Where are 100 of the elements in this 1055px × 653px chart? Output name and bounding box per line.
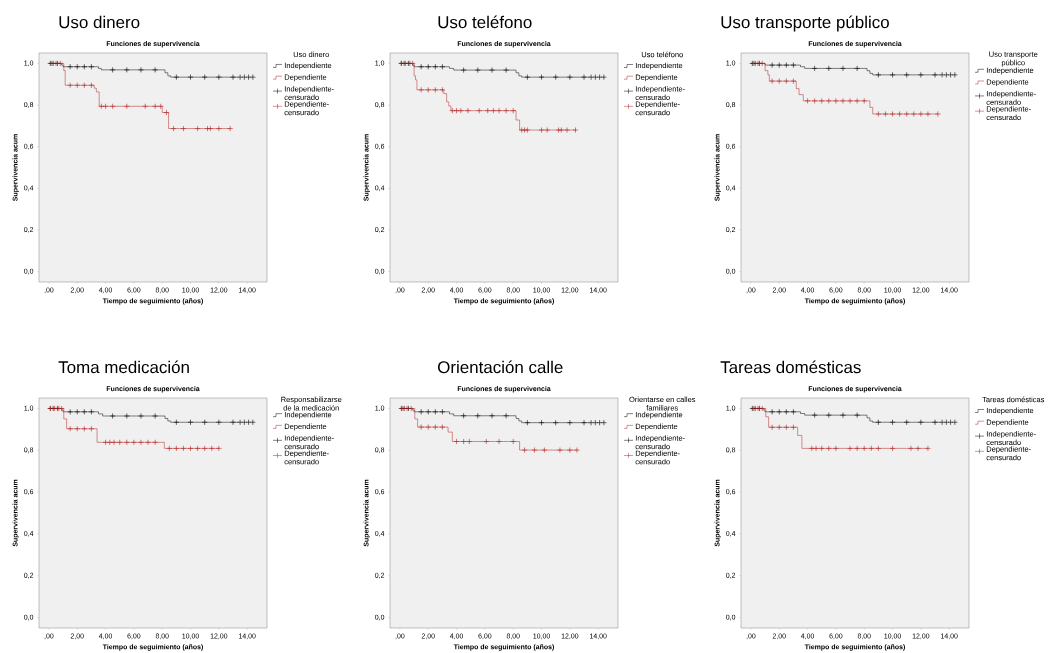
point bbox=[808, 445, 815, 452]
point bbox=[425, 63, 432, 70]
point bbox=[574, 447, 580, 453]
point bbox=[790, 78, 797, 85]
point bbox=[215, 74, 222, 81]
point bbox=[840, 97, 846, 104]
point bbox=[74, 408, 81, 415]
point bbox=[249, 74, 256, 81]
point bbox=[418, 424, 425, 430]
point bbox=[142, 103, 149, 110]
point bbox=[484, 107, 491, 114]
point bbox=[903, 111, 910, 117]
point bbox=[173, 74, 180, 81]
point bbox=[776, 424, 783, 431]
point bbox=[152, 413, 159, 419]
point bbox=[769, 62, 776, 68]
point bbox=[187, 74, 194, 81]
point bbox=[531, 447, 538, 453]
point bbox=[230, 419, 236, 426]
point bbox=[544, 127, 551, 133]
point bbox=[109, 103, 116, 110]
point bbox=[769, 424, 776, 431]
point bbox=[432, 63, 439, 70]
point bbox=[123, 66, 130, 73]
point bbox=[88, 408, 95, 415]
point bbox=[201, 74, 208, 81]
chart-title: Toma medicación bbox=[58, 360, 189, 374]
point bbox=[951, 71, 958, 78]
point bbox=[915, 445, 921, 452]
point bbox=[130, 439, 137, 446]
point bbox=[88, 425, 95, 432]
point bbox=[581, 74, 587, 81]
point bbox=[58, 405, 65, 412]
point bbox=[932, 419, 938, 426]
point bbox=[208, 445, 215, 452]
point bbox=[418, 63, 425, 70]
point bbox=[432, 424, 439, 430]
point bbox=[889, 445, 896, 452]
point bbox=[157, 103, 164, 110]
point bbox=[566, 74, 573, 81]
point bbox=[832, 97, 839, 104]
point bbox=[503, 107, 510, 114]
point bbox=[776, 62, 783, 68]
point bbox=[769, 78, 776, 85]
point bbox=[840, 65, 846, 72]
point bbox=[215, 419, 222, 426]
point bbox=[903, 71, 910, 78]
point bbox=[489, 412, 495, 419]
point bbox=[230, 74, 236, 81]
point bbox=[173, 419, 180, 426]
point bbox=[854, 65, 861, 72]
point bbox=[882, 111, 889, 117]
chart-title: Orientación calle bbox=[438, 360, 563, 374]
point bbox=[67, 408, 74, 415]
point bbox=[474, 67, 481, 73]
point bbox=[518, 127, 525, 133]
point bbox=[552, 74, 559, 81]
point bbox=[854, 412, 861, 419]
point bbox=[123, 413, 130, 419]
point bbox=[925, 445, 931, 452]
point bbox=[541, 447, 548, 453]
point bbox=[566, 447, 573, 453]
point bbox=[868, 445, 875, 452]
point bbox=[596, 419, 603, 426]
point bbox=[489, 67, 495, 73]
point bbox=[875, 71, 882, 78]
point bbox=[81, 63, 88, 70]
point bbox=[825, 412, 832, 419]
point bbox=[813, 445, 819, 452]
point bbox=[596, 74, 603, 81]
point bbox=[241, 419, 248, 426]
point bbox=[138, 66, 144, 73]
point bbox=[847, 445, 853, 452]
point bbox=[138, 413, 144, 419]
point bbox=[917, 419, 924, 426]
point bbox=[564, 127, 570, 133]
point bbox=[776, 78, 783, 85]
point bbox=[832, 445, 839, 452]
point bbox=[439, 408, 446, 415]
point bbox=[552, 419, 559, 426]
point bbox=[474, 412, 481, 419]
point bbox=[943, 71, 950, 78]
point bbox=[460, 438, 467, 445]
point bbox=[490, 107, 497, 114]
point bbox=[804, 97, 811, 104]
point bbox=[81, 82, 88, 89]
point bbox=[418, 86, 425, 93]
point bbox=[449, 107, 456, 114]
point bbox=[875, 445, 882, 452]
point bbox=[187, 445, 194, 452]
point bbox=[524, 127, 531, 133]
point bbox=[194, 125, 201, 132]
point bbox=[152, 66, 159, 73]
point bbox=[889, 71, 896, 78]
point bbox=[81, 408, 88, 415]
point bbox=[453, 107, 460, 114]
point bbox=[418, 408, 425, 415]
point bbox=[790, 62, 797, 68]
point bbox=[818, 445, 825, 452]
point bbox=[896, 111, 903, 117]
